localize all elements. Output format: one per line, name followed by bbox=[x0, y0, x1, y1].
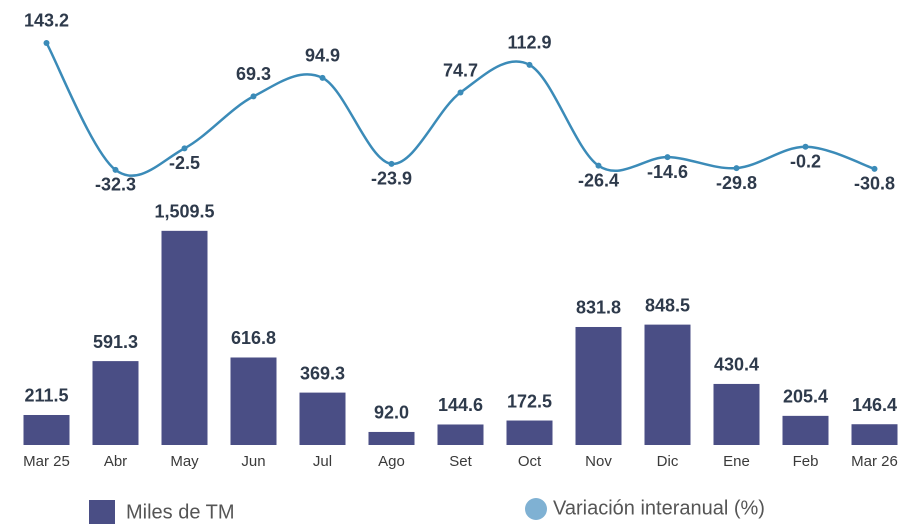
x-tick-label: Ene bbox=[723, 453, 750, 470]
bar bbox=[851, 424, 898, 445]
line-value-label: 112.9 bbox=[507, 33, 551, 53]
line-point bbox=[802, 143, 809, 150]
line-value-label: -2.5 bbox=[169, 153, 200, 173]
line-point bbox=[526, 61, 533, 68]
line-point bbox=[457, 89, 464, 96]
x-tick-label: Jun bbox=[241, 453, 265, 470]
bar bbox=[782, 415, 829, 445]
line-value-label: -14.6 bbox=[647, 162, 688, 182]
legend-label: Variación interanual (%) bbox=[553, 497, 765, 519]
x-tick-label: Abr bbox=[104, 453, 127, 470]
x-tick-label: Oct bbox=[518, 453, 542, 470]
legend-swatch bbox=[525, 498, 547, 520]
bar bbox=[299, 392, 346, 445]
x-tick-label: Feb bbox=[793, 453, 819, 470]
bar-value-label: 205.4 bbox=[783, 387, 828, 407]
line-value-label: -26.4 bbox=[578, 170, 619, 190]
x-tick-label: Mar 25 bbox=[23, 453, 70, 470]
line-value-label: -23.9 bbox=[371, 169, 412, 189]
line-value-label: 94.9 bbox=[305, 46, 340, 66]
bar-value-label: 831.8 bbox=[576, 298, 621, 318]
bar bbox=[368, 431, 415, 445]
bar bbox=[23, 414, 70, 445]
line-value-label: -32.3 bbox=[95, 175, 136, 195]
bar-value-label: 146.4 bbox=[852, 395, 897, 415]
bar bbox=[644, 324, 691, 445]
legend-swatch bbox=[89, 500, 115, 524]
bar-value-label: 144.6 bbox=[438, 395, 483, 415]
line-point bbox=[595, 162, 602, 169]
bar bbox=[161, 230, 208, 445]
line-value-label: 74.7 bbox=[443, 60, 478, 80]
x-tick-label: Dic bbox=[657, 453, 679, 470]
x-tick-label: May bbox=[170, 453, 199, 470]
bar bbox=[230, 357, 277, 445]
bar-value-label: 1,509.5 bbox=[154, 202, 214, 222]
line-point bbox=[871, 165, 878, 172]
line-point bbox=[112, 166, 119, 173]
x-tick-label: Set bbox=[449, 453, 472, 470]
bar bbox=[506, 420, 553, 445]
bar bbox=[437, 424, 484, 445]
bar bbox=[713, 383, 760, 445]
bar-value-label: 92.0 bbox=[374, 403, 409, 423]
bar bbox=[92, 361, 139, 445]
line-point bbox=[319, 74, 326, 81]
line-value-label: -29.8 bbox=[716, 173, 757, 193]
line bbox=[45, 42, 875, 177]
line-point bbox=[250, 93, 257, 100]
x-tick-label: Mar 26 bbox=[851, 453, 898, 470]
x-tick-label: Nov bbox=[585, 453, 612, 470]
x-tick-label: Ago bbox=[378, 453, 405, 470]
bar-value-label: 430.4 bbox=[714, 355, 759, 375]
bar-value-label: 616.8 bbox=[231, 328, 276, 348]
line-point bbox=[664, 154, 671, 161]
bar-value-label: 369.3 bbox=[300, 363, 345, 383]
bar bbox=[575, 326, 622, 445]
bar-value-label: 172.5 bbox=[507, 391, 552, 411]
line-point bbox=[43, 39, 50, 46]
bar-value-label: 591.3 bbox=[93, 332, 138, 352]
legend-label: Miles de TM bbox=[126, 501, 235, 523]
line-value-label: 143.2 bbox=[24, 11, 69, 31]
line-point bbox=[388, 160, 395, 167]
line-value-label: -0.2 bbox=[790, 151, 821, 171]
x-tick-label: Jul bbox=[313, 453, 332, 470]
line-point bbox=[181, 145, 188, 152]
bar-value-label: 848.5 bbox=[645, 295, 690, 315]
bar-value-label: 211.5 bbox=[24, 386, 68, 406]
line-value-label: -30.8 bbox=[854, 174, 895, 194]
line-value-label: 69.3 bbox=[236, 64, 271, 84]
line-point bbox=[733, 165, 740, 172]
